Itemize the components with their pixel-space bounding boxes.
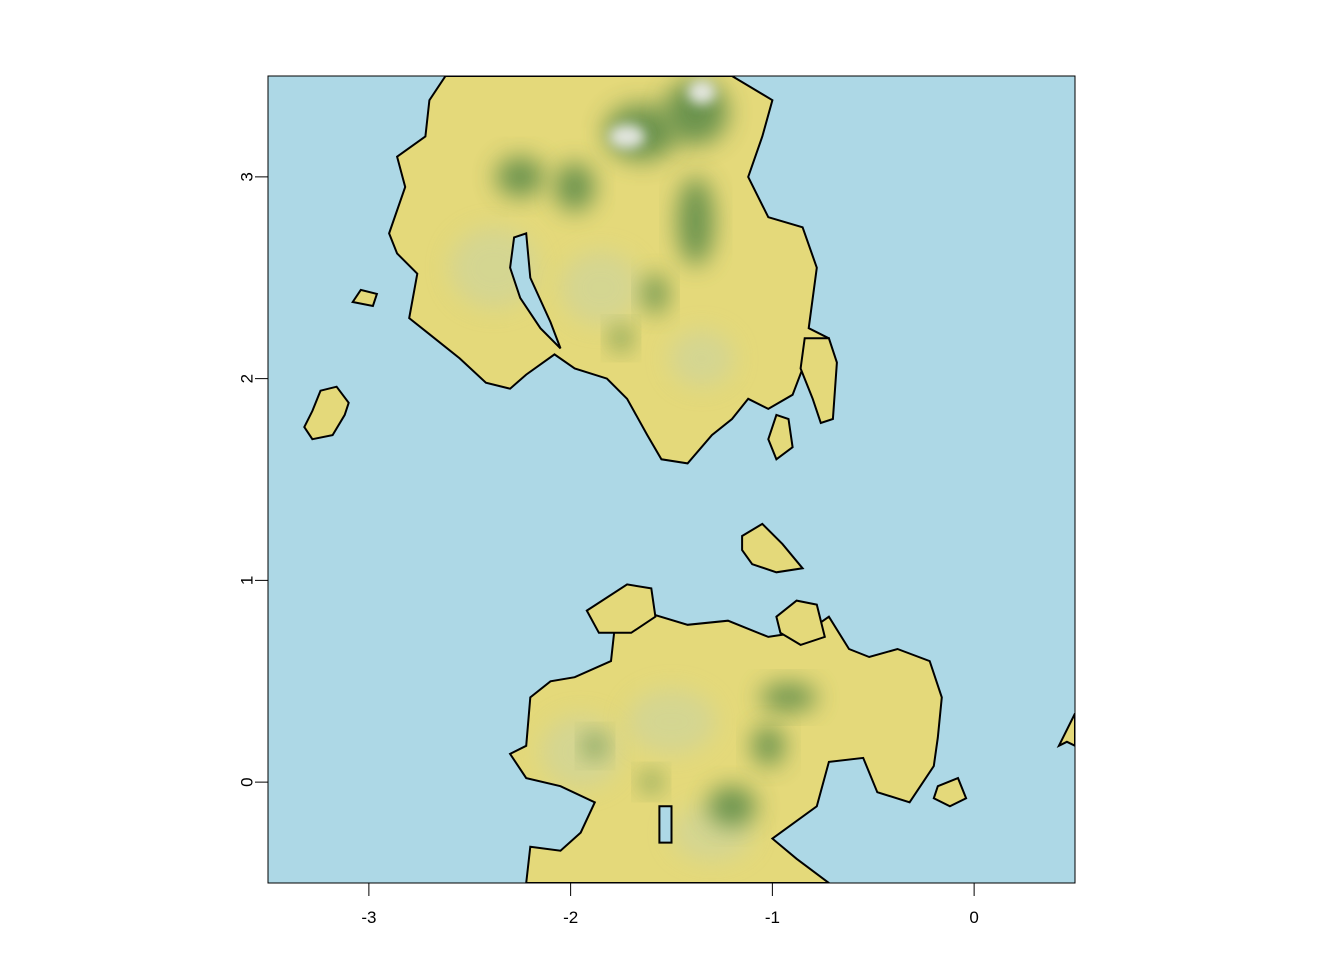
y-tick-label: 1 <box>237 576 256 585</box>
north-island-pale-region-1 <box>560 251 642 325</box>
land-layer <box>303 76 1075 883</box>
mid-islet-coastline <box>741 522 805 574</box>
east-islet-north <box>800 338 837 423</box>
south-island-base <box>510 612 942 883</box>
south-island-pale-region-1 <box>627 689 716 754</box>
edge-islet-coastline <box>1056 713 1075 749</box>
north-island-forest-region-3 <box>495 156 545 198</box>
north-island-forest-region-8 <box>643 273 668 315</box>
x-axis: -3 -2 -1 0 <box>361 882 979 927</box>
y-tick-label: 0 <box>237 777 256 786</box>
south-island-forest-region-3 <box>584 733 605 758</box>
north-island-forest-region-4 <box>554 162 595 212</box>
north-island-snow-region-11 <box>687 80 716 105</box>
south-island-pale-region-0 <box>540 715 622 789</box>
west-islet-south-base <box>586 584 656 633</box>
mid-islet-base <box>742 523 803 573</box>
north-island <box>389 76 833 464</box>
y-tick-label: 3 <box>237 172 256 181</box>
south-island-forest-region-5 <box>752 725 785 766</box>
x-tick-label: -1 <box>765 908 780 927</box>
east-islet-north-2-coastline <box>767 413 794 461</box>
east-islet-south-coastline <box>775 599 826 646</box>
west-islet-south-coastline <box>585 583 657 634</box>
east-islet-south-base <box>776 600 825 645</box>
east-islet-north-coastline <box>799 337 838 425</box>
south-inlet <box>658 805 673 844</box>
x-tick-label: -2 <box>563 908 578 927</box>
north-island-snow-region-10 <box>608 124 646 149</box>
south-island-forest-region-4 <box>760 683 817 712</box>
y-tick-label: 2 <box>237 374 256 383</box>
east-islet-north-2 <box>768 414 793 460</box>
north-island-forest-region-9 <box>610 326 632 351</box>
east-islet-south <box>776 600 825 645</box>
east-islet-north-2-base <box>768 414 793 460</box>
east-small-islet-coastline <box>932 776 968 808</box>
y-axis: 0 1 2 3 <box>237 172 269 787</box>
south-island <box>510 612 942 883</box>
inland-lake <box>509 232 562 350</box>
west-islet-coastline <box>303 385 350 441</box>
east-islet-north-base <box>800 338 837 423</box>
north-island-forest-region-7 <box>677 176 714 266</box>
north-island-pale-region-2 <box>669 330 735 387</box>
north-island-coastline <box>388 76 835 465</box>
mid-islet <box>742 523 803 573</box>
west-islet-south <box>586 584 656 633</box>
x-tick-label: 0 <box>969 908 978 927</box>
south-island-forest-region-7 <box>641 772 662 793</box>
x-tick-label: -3 <box>361 908 376 927</box>
south-island-forest-region-6 <box>707 786 757 827</box>
north-west-islet-coastline <box>351 288 379 308</box>
